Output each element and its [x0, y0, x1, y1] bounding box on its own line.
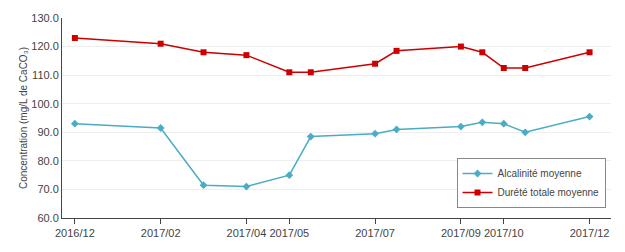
svg-text:2016/12: 2016/12: [55, 227, 95, 239]
svg-text:70.0: 70.0: [37, 183, 58, 195]
svg-text:2017/04: 2017/04: [227, 227, 267, 239]
svg-text:120.0: 120.0: [31, 40, 59, 52]
svg-text:60.0: 60.0: [37, 212, 58, 224]
svg-text:Alcalinité moyenne: Alcalinité moyenne: [498, 168, 582, 179]
svg-text:Durété totale moyenne: Durété totale moyenne: [498, 187, 600, 198]
svg-text:2017/10: 2017/10: [484, 227, 524, 239]
svg-text:90.0: 90.0: [37, 126, 58, 138]
svg-text:2017/05: 2017/05: [269, 227, 309, 239]
svg-text:2017/12: 2017/12: [570, 227, 610, 239]
svg-text:Concentration (mg/L de CaCO₃): Concentration (mg/L de CaCO₃): [18, 47, 29, 189]
svg-text:100.0: 100.0: [31, 98, 59, 110]
svg-text:130.0: 130.0: [31, 12, 59, 24]
svg-text:80.0: 80.0: [37, 155, 58, 167]
svg-text:2017/02: 2017/02: [141, 227, 181, 239]
svg-text:2017/09: 2017/09: [441, 227, 481, 239]
svg-text:2017/07: 2017/07: [355, 227, 395, 239]
svg-text:110.0: 110.0: [32, 69, 59, 81]
